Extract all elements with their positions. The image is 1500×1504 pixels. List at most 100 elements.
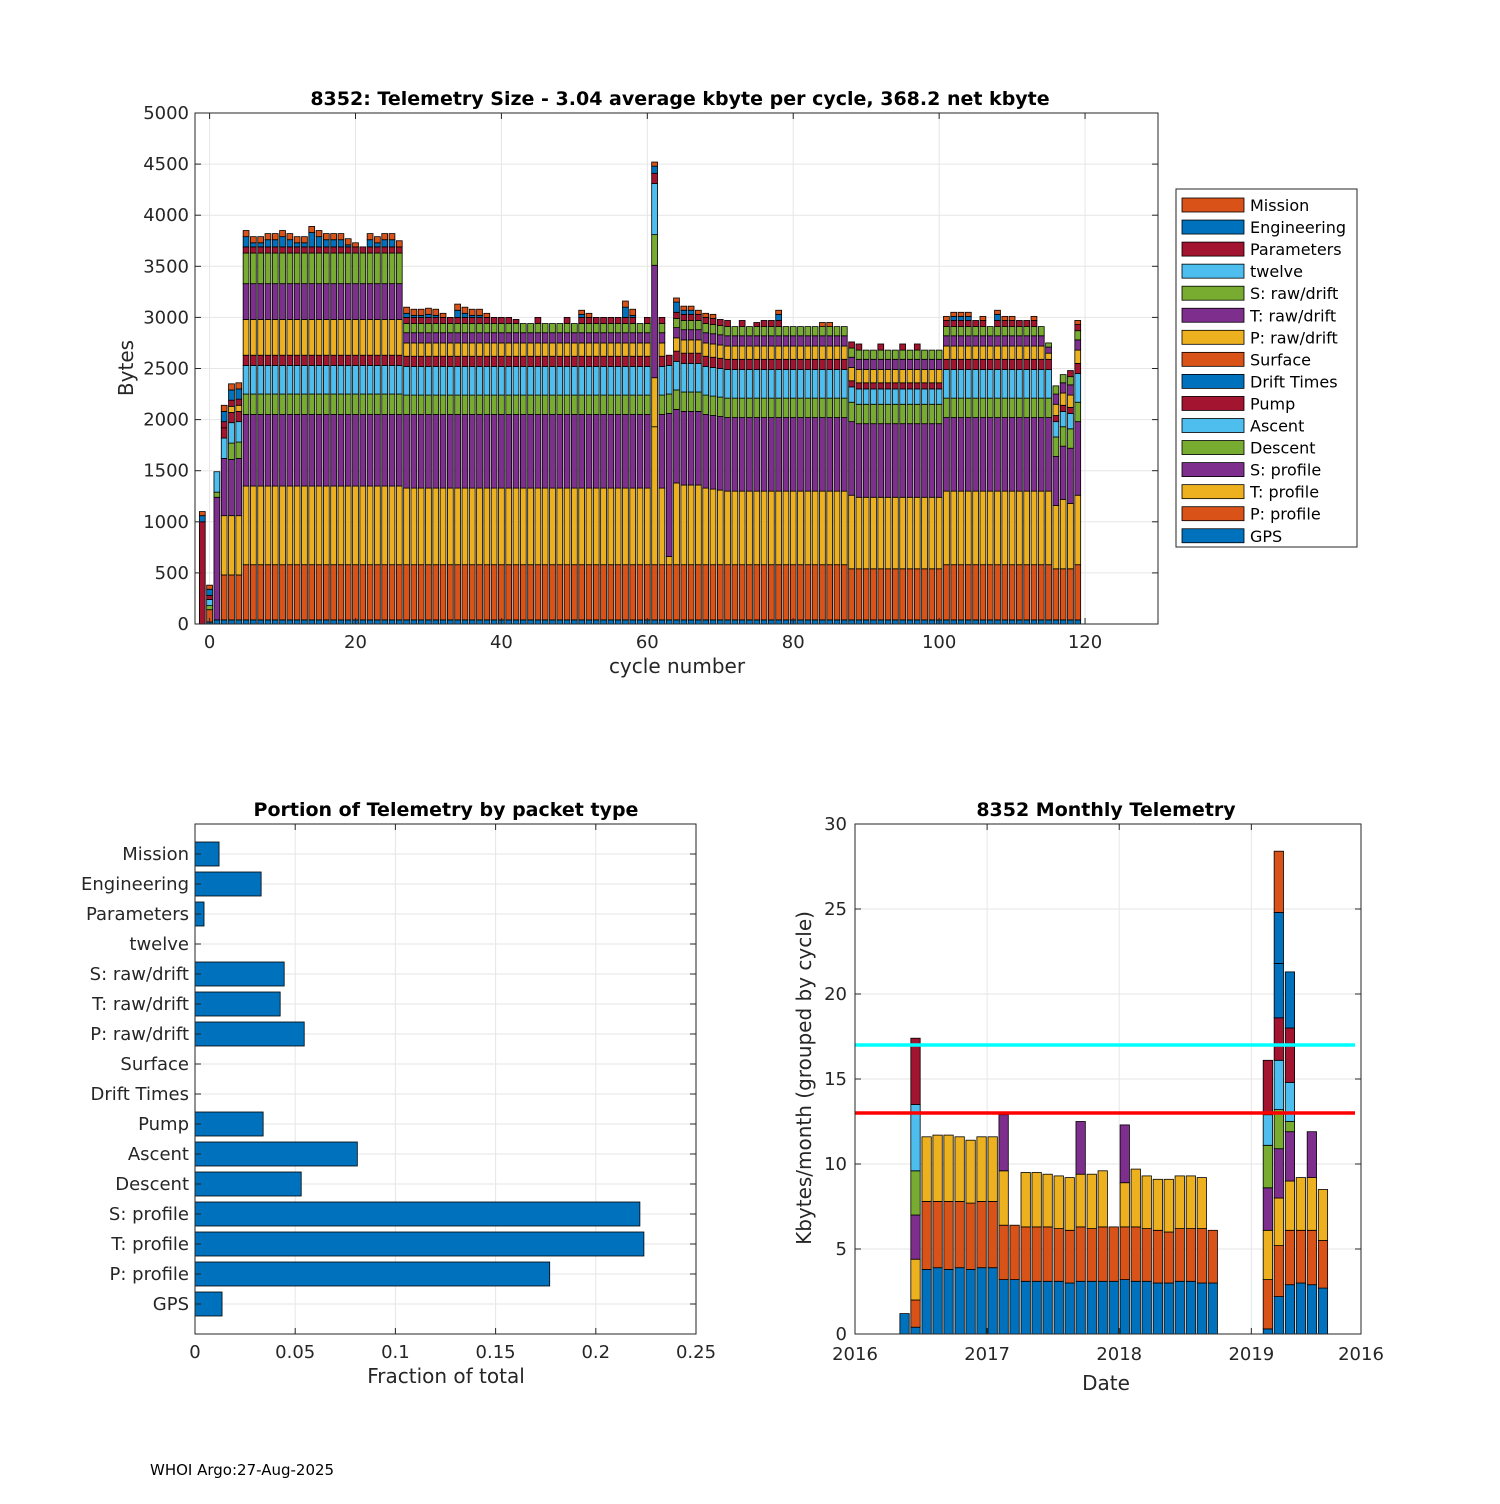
bar-segment: [271, 564, 279, 621]
legend-swatch: [1181, 396, 1245, 411]
bar-segment: [921, 619, 928, 625]
bar-segment: [1030, 369, 1038, 399]
bar-segment: [359, 246, 367, 254]
bar-segment: [592, 355, 600, 367]
bar-segment: [1059, 411, 1067, 428]
bar-segment: [884, 369, 892, 384]
bar-segment: [512, 564, 520, 621]
bar-segment: [819, 326, 826, 337]
bar-segment: [250, 354, 257, 366]
bar-segment: [614, 323, 622, 334]
bar-segment: [425, 342, 432, 357]
bar-segment: [826, 345, 834, 360]
bar-segment: [271, 619, 279, 625]
bar-segment: [374, 242, 381, 248]
bar-segment: [928, 619, 936, 625]
legend-swatch: [1181, 528, 1245, 544]
bar-segment: [943, 490, 950, 566]
month-bar-segment: [910, 1214, 921, 1260]
bar-segment: [374, 393, 381, 415]
bar-segment: [476, 308, 483, 316]
bar-segment: [322, 485, 330, 566]
bar-segment: [826, 369, 834, 399]
bar-segment: [476, 355, 483, 367]
bar-segment: [892, 382, 899, 390]
bar-segment: [556, 619, 564, 625]
bar-segment: [279, 252, 286, 285]
month-bar-segment: [1262, 1279, 1273, 1330]
bar-segment: [884, 388, 892, 405]
bar-segment: [286, 619, 294, 625]
bar-segment: [636, 394, 644, 415]
bar-segment: [1023, 358, 1030, 370]
bar-segment: [549, 564, 556, 621]
bar-segment: [578, 316, 585, 324]
bar-segment: [337, 619, 345, 625]
month-bar-segment: [1273, 1017, 1284, 1061]
month-bar-segment: [1196, 1228, 1207, 1284]
bar-segment: [279, 236, 286, 248]
bar-segment: [862, 369, 870, 384]
bar-segment: [1016, 335, 1023, 347]
bar-segment: [315, 393, 323, 415]
bar-segment: [1059, 392, 1067, 406]
month-bar-segment: [1141, 1280, 1152, 1335]
bar-segment: [1037, 490, 1045, 566]
bar-segment: [797, 564, 804, 621]
bar-segment: [410, 394, 418, 415]
bar-segment: [673, 564, 680, 621]
bar-segment: [1067, 568, 1074, 621]
bar-segment: [454, 366, 461, 396]
bar-segment: [1023, 335, 1030, 347]
bar-segment: [738, 369, 746, 399]
top-x-tick-label: 40: [490, 632, 513, 653]
bar-segment: [629, 394, 637, 415]
bar-segment: [877, 568, 885, 621]
bar-segment: [738, 397, 746, 418]
bar-segment: [512, 366, 520, 396]
bar-segment: [432, 619, 440, 625]
bar-segment: [957, 619, 965, 625]
bar-segment: [1001, 335, 1009, 347]
bar-segment: [315, 414, 323, 487]
bar-segment: [629, 619, 637, 625]
bar-segment: [855, 619, 863, 625]
bar-segment: [1037, 564, 1045, 621]
bar-segment: [432, 323, 440, 334]
bar-segment: [695, 339, 702, 354]
bar-segment: [417, 414, 425, 489]
bar-segment: [286, 252, 294, 285]
top-y-tick-label: 4500: [143, 154, 189, 175]
bar-segment: [979, 564, 987, 621]
bar-segment: [344, 354, 352, 366]
bar-segment: [220, 515, 228, 576]
bar-segment: [1059, 426, 1067, 447]
bar-segment: [293, 283, 301, 320]
bar-segment: [403, 394, 410, 415]
bar-segment: [301, 252, 308, 285]
bar-segment: [994, 490, 1001, 566]
bar-segment: [417, 323, 425, 334]
bar-segment: [301, 319, 308, 356]
bar-segment: [680, 305, 688, 311]
bar-segment: [293, 242, 301, 248]
bar-segment: [519, 342, 527, 357]
bar-segment: [986, 619, 994, 625]
bar-segment: [811, 397, 819, 418]
bar-segment: [447, 316, 454, 324]
bar-segment: [330, 564, 337, 621]
month-bar-segment: [1108, 1226, 1119, 1282]
bar-segment: [271, 239, 279, 248]
bar-segment: [921, 382, 928, 390]
bar-segment: [279, 354, 286, 366]
bar-segment: [1052, 455, 1060, 506]
legend-label: S: raw/drift: [1250, 284, 1338, 303]
bar-segment: [505, 366, 513, 396]
top-x-tick-label: 120: [1068, 632, 1102, 653]
month-bar-segment: [998, 1224, 1009, 1280]
bar-segment: [862, 496, 870, 570]
bar-segment: [330, 365, 337, 395]
bar-segment: [979, 315, 987, 321]
bar-segment: [789, 326, 797, 337]
bar-segment: [461, 316, 469, 324]
